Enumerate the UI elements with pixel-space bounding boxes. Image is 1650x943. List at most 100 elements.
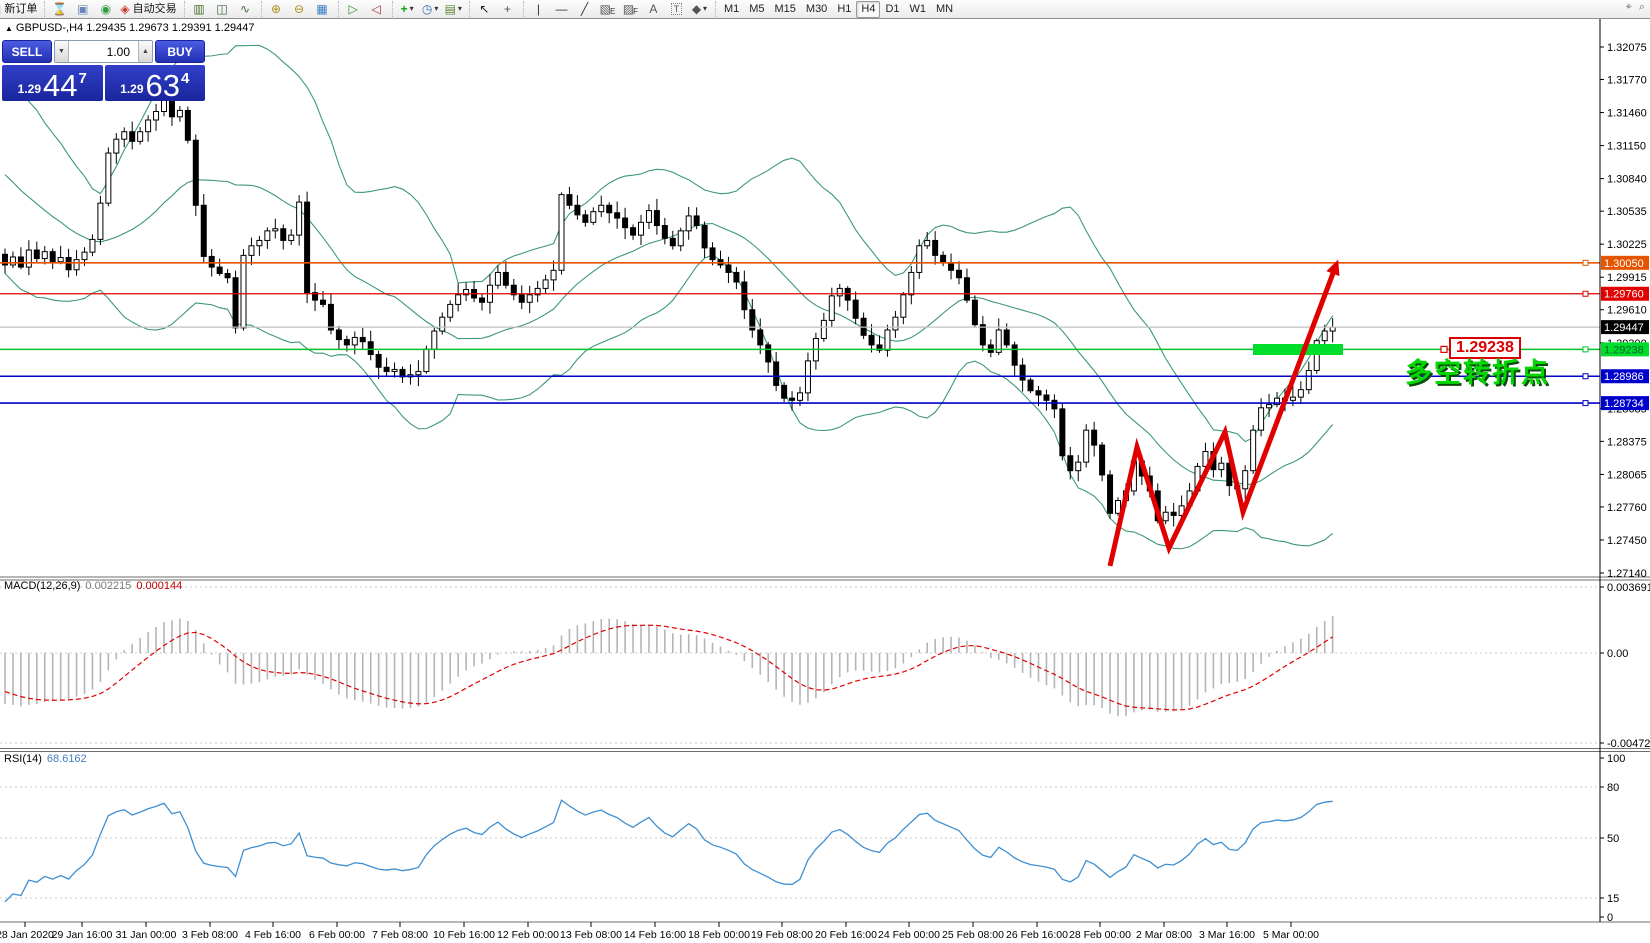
zoom-out-button[interactable]: ⊖	[288, 0, 311, 18]
candle-bullish	[797, 392, 803, 401]
timeframe-button-mn[interactable]: MN	[936, 3, 954, 15]
docking-icon[interactable]: ⌖	[1625, 1, 1632, 13]
time-tick-label[interactable]: 5 Mar 00:00	[1263, 929, 1319, 941]
horizontal-line-button[interactable]: ―	[550, 0, 573, 18]
bar-chart-button[interactable]: ▥	[188, 0, 211, 18]
timeframe-button-m1[interactable]: M1	[723, 3, 740, 15]
tile-windows-icon: ▦	[316, 2, 328, 16]
time-tick-label[interactable]: 19 Feb 08:00	[751, 929, 813, 941]
trendline-button[interactable]: ╱	[573, 0, 596, 18]
volume-input[interactable]	[69, 41, 138, 62]
candlestick-chart-icon: ◫	[216, 2, 228, 16]
price-tick-label: 1.29610	[1607, 305, 1647, 317]
time-tick-label[interactable]: 4 Feb 16:00	[245, 929, 301, 941]
fibonacci-button[interactable]: ▨ F	[619, 0, 642, 18]
level-line-anchor[interactable]	[1582, 373, 1589, 380]
highlight-zone-rect[interactable]	[1253, 344, 1343, 355]
level-line-anchor[interactable]	[1582, 400, 1589, 407]
candle-bullish	[677, 230, 684, 247]
time-tick-label[interactable]: 13 Feb 08:00	[560, 929, 622, 941]
volume-down-button[interactable]: ▼	[55, 41, 69, 62]
candle-bullish	[916, 245, 923, 273]
tile-windows-button[interactable]: ▦	[311, 0, 334, 18]
periods-button[interactable]: ◷ ▾	[419, 0, 442, 18]
time-tick-label[interactable]: 25 Feb 08:00	[942, 929, 1004, 941]
time-tick-label[interactable]: 31 Jan 00:00	[116, 929, 177, 941]
templates-button[interactable]: ▤ ▾	[442, 0, 465, 18]
candle-bullish	[25, 249, 32, 268]
alerts-icon: ⌛	[52, 2, 68, 16]
dropdown-arrow-icon[interactable]: ▾	[703, 4, 708, 13]
buy-price-display[interactable]: 1.29 63 4	[104, 65, 205, 101]
time-tick-label[interactable]: 26 Feb 16:00	[1006, 929, 1068, 941]
level-line-anchor[interactable]	[1582, 290, 1589, 297]
time-tick-label[interactable]: 28 Jan 2020	[0, 929, 54, 941]
dropdown-arrow-icon[interactable]: ▾	[434, 4, 439, 13]
time-tick-label[interactable]: 28 Feb 00:00	[1069, 929, 1131, 941]
time-tick-label[interactable]: 29 Jan 16:00	[52, 929, 113, 941]
zoom-in-button[interactable]: ⊕	[265, 0, 288, 18]
level-line-anchor[interactable]	[1582, 346, 1589, 353]
crosshair-button[interactable]: +	[496, 0, 519, 18]
shapes-button[interactable]: ◆ ▾	[688, 0, 711, 18]
timeframe-button-h4[interactable]: H4	[856, 0, 881, 18]
price-tick-label: 1.27450	[1607, 535, 1647, 547]
signals-button[interactable]: ◉	[94, 0, 117, 18]
time-tick-label[interactable]: 3 Mar 16:00	[1199, 929, 1255, 941]
time-tick-label[interactable]: 14 Feb 16:00	[624, 929, 686, 941]
trend-zigzag-arrow[interactable]	[1107, 267, 1338, 567]
time-tick-label[interactable]: 24 Feb 00:00	[878, 929, 940, 941]
time-tick-label[interactable]: 3 Feb 08:00	[182, 929, 238, 941]
timeframe-button-h1[interactable]: H1	[837, 3, 852, 15]
zoom-out-icon: ⊖	[294, 2, 305, 16]
search-icon[interactable]: ⌕	[1638, 1, 1645, 13]
alerts-button[interactable]: ⌛	[48, 0, 71, 18]
text-label-button[interactable]: T	[665, 0, 688, 18]
autotrading-button[interactable]: ◈ 自动交易	[117, 0, 179, 18]
timeframe-button-d1[interactable]: D1	[885, 3, 900, 15]
candlestick-chart-button[interactable]: ◫	[211, 0, 234, 18]
time-tick-label[interactable]: 7 Feb 08:00	[372, 929, 428, 941]
candle-bearish	[312, 292, 319, 301]
dropdown-arrow-icon[interactable]: ▾	[457, 4, 462, 13]
cursor-button[interactable]: ↖	[473, 0, 496, 18]
vertical-line-button[interactable]: |	[527, 0, 550, 18]
timeframe-button-m5[interactable]: M5	[749, 3, 765, 15]
chart-shift-button[interactable]: ◁	[365, 0, 388, 18]
sell-price-display[interactable]: 1.29 44 7	[2, 65, 103, 101]
candle-bullish	[97, 202, 104, 240]
sell-button[interactable]: SELL	[2, 40, 52, 63]
candle-bearish	[518, 294, 525, 303]
channel-button[interactable]: ▧ E	[596, 0, 619, 18]
buy-price-base: 1.29	[120, 82, 144, 96]
auto-scroll-button[interactable]: ▷	[342, 0, 365, 18]
time-tick-label[interactable]: 18 Feb 00:00	[688, 929, 750, 941]
timeframe-button-w1[interactable]: W1	[909, 3, 927, 15]
news-window-button[interactable]: ▣	[71, 0, 94, 18]
time-tick-label[interactable]: 6 Feb 00:00	[309, 929, 365, 941]
price-badge	[1601, 255, 1649, 270]
candle-bullish	[1289, 396, 1296, 401]
line-chart-button[interactable]: ∿	[234, 0, 257, 18]
candle-bullish	[415, 371, 422, 376]
buy-button[interactable]: BUY	[155, 40, 205, 63]
time-tick-label[interactable]: 12 Feb 00:00	[497, 929, 559, 941]
turning-point-annotation[interactable]: 多空转折点	[1405, 358, 1550, 388]
candle-bearish	[192, 139, 199, 206]
time-tick-label[interactable]: 2 Mar 08:00	[1136, 929, 1192, 941]
time-tick-label[interactable]: 20 Feb 16:00	[815, 929, 877, 941]
main-toolbar: ▤新订单 ⌛▣◉◈自动交易 ▥ ◫ ∿ ⊕ ⊖ ▦ ▷◁ +▾◷▾▤▾ ↖+ |―╱▧E▨FAT◆▾ M…	[0, 0, 1650, 19]
indicators-button[interactable]: + ▾	[396, 0, 419, 18]
new-order-button[interactable]: ▤新订单	[0, 0, 40, 18]
text-button[interactable]: A	[642, 0, 665, 18]
indicator-tick-label: 0.00	[1607, 648, 1628, 660]
time-tick-label[interactable]: 10 Feb 16:00	[433, 929, 495, 941]
timeframe-button-m30[interactable]: M30	[805, 3, 828, 15]
dropdown-arrow-icon[interactable]: ▾	[409, 4, 414, 13]
volume-up-button[interactable]: ▲	[138, 41, 152, 62]
timeframe-button-m15[interactable]: M15	[774, 3, 796, 15]
level-line-anchor[interactable]	[1582, 259, 1589, 266]
price-annotation-box[interactable]: 1.29238	[1449, 337, 1521, 359]
